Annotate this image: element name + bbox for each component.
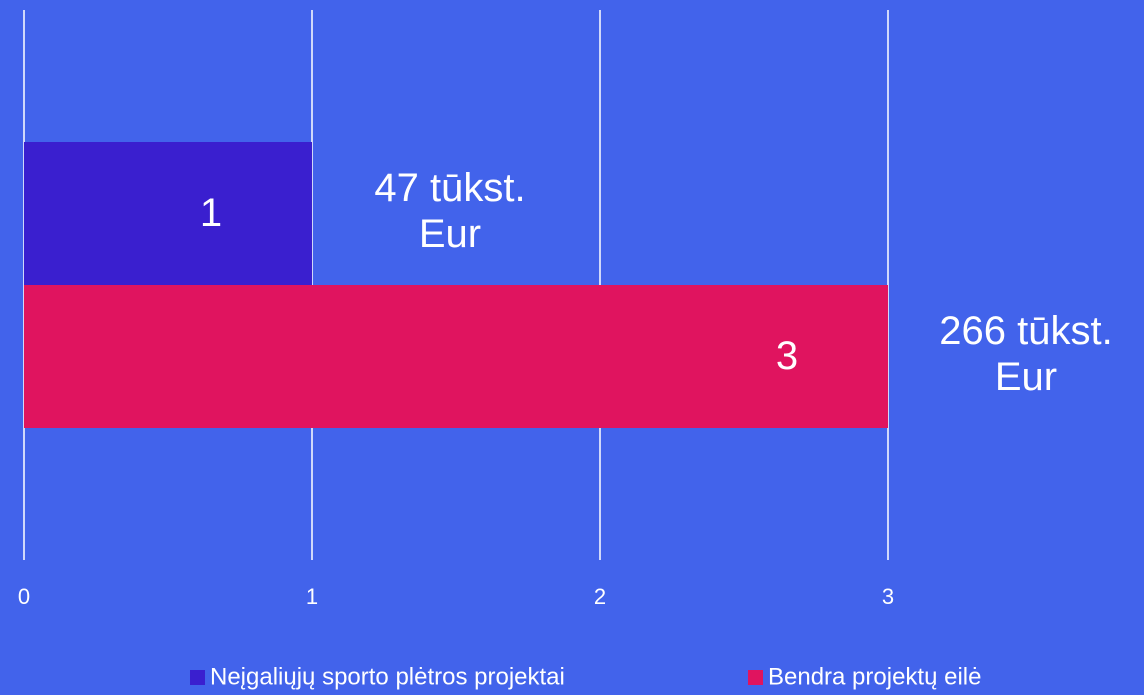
data-label: 1 — [200, 191, 222, 235]
bar — [24, 285, 888, 428]
annotation: Eur — [419, 212, 481, 256]
annotation: 266 tūkst. — [939, 309, 1112, 353]
x-tick-label: 3 — [882, 584, 894, 609]
annotation: Eur — [995, 355, 1057, 399]
x-tick-label: 0 — [18, 584, 30, 609]
data-label: 3 — [776, 334, 798, 378]
legend-label: Neįgaliųjų sporto plėtros projektai — [210, 663, 565, 690]
bar — [24, 142, 312, 285]
annotation: 47 tūkst. — [374, 166, 525, 210]
legend-label: Bendra projektų eilė — [768, 663, 981, 690]
x-tick-label: 1 — [306, 584, 318, 609]
legend-swatch — [190, 670, 205, 685]
x-tick-label: 2 — [594, 584, 606, 609]
legend-swatch — [748, 670, 763, 685]
